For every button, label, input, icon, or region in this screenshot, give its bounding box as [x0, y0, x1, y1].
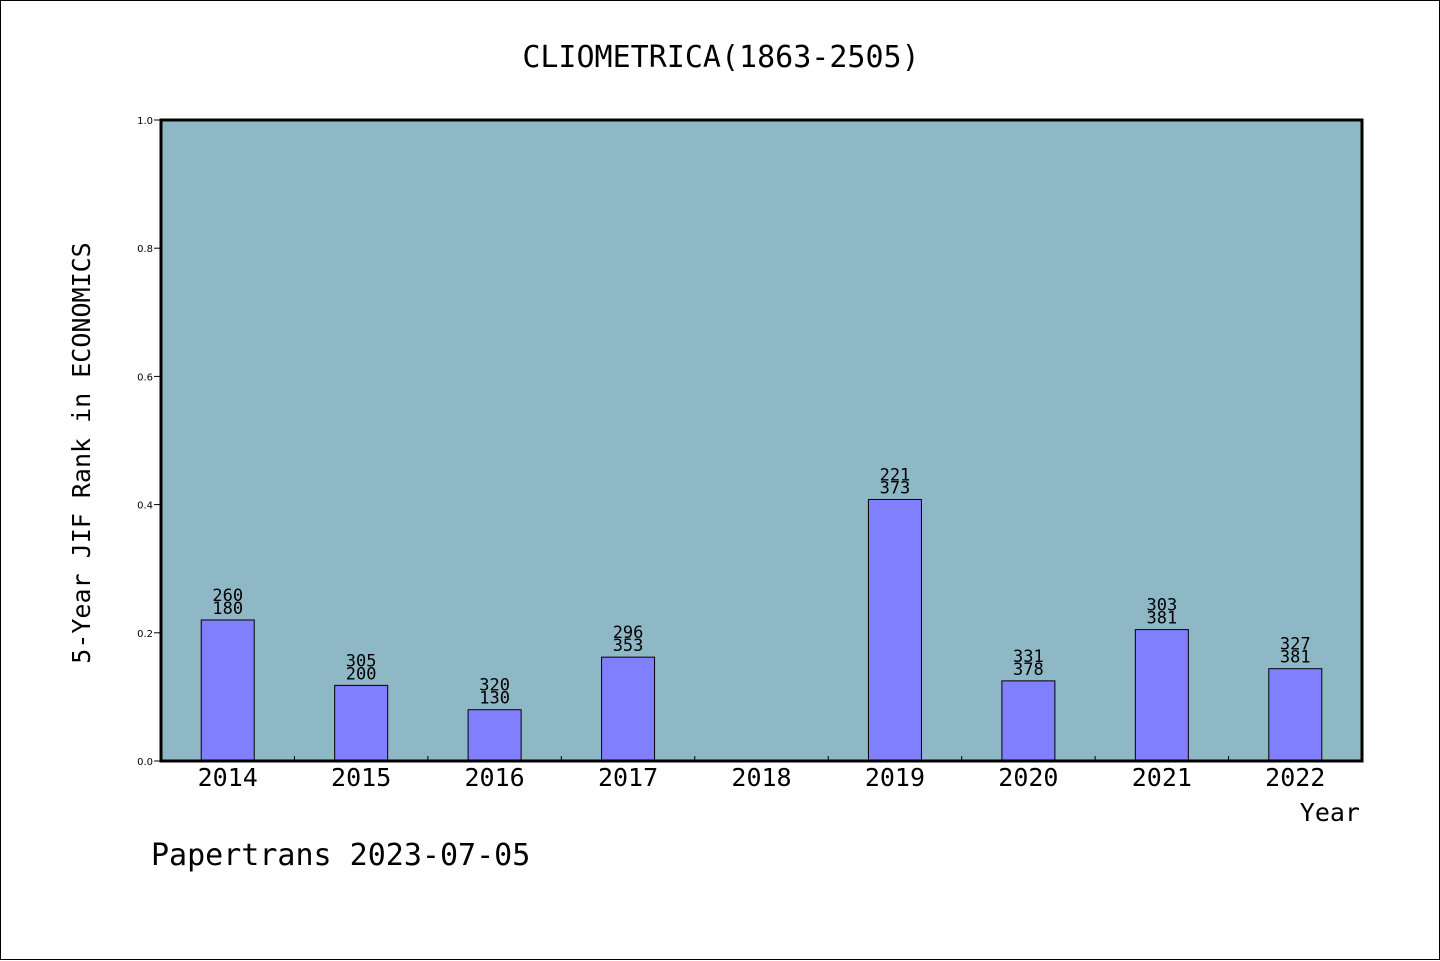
y-tick-label: 0.8 [137, 244, 153, 255]
bars [200, 498, 1323, 762]
bar-label-top: 260 [212, 586, 243, 606]
y-tick-label: 0.0 [137, 757, 153, 768]
x-axis-label: Year [1300, 798, 1360, 827]
bar-2020 [1001, 680, 1056, 762]
bar-label-bottom: 378 [1013, 660, 1044, 680]
plot-border [159, 118, 1364, 763]
bar-2019 [867, 498, 922, 762]
bar-2021 [1134, 629, 1189, 762]
bar-label-bottom: 180 [212, 599, 243, 619]
bar-label-bottom: 373 [880, 478, 911, 498]
x-tick-label: 2021 [1132, 763, 1192, 792]
bar-label-bottom: 200 [346, 664, 377, 684]
bar-2017 [601, 656, 656, 762]
x-tick-label: 2014 [198, 763, 258, 792]
bar-label-bottom: 381 [1280, 648, 1311, 668]
y-tick-label: 0.6 [137, 372, 153, 383]
x-tick-label: 2018 [731, 763, 791, 792]
footer-text: Papertrans 2023-07-05 [151, 838, 530, 873]
y-tick-label: 1.0 [137, 116, 153, 127]
y-tick-label: 0.2 [137, 629, 153, 640]
x-tick-label: 2017 [598, 763, 658, 792]
y-axis-ticks: 0.0 0.2 0.4 0.6 0.8 1.0 [137, 116, 161, 768]
bar-label-top: 327 [1280, 635, 1311, 655]
x-tick-label: 2020 [998, 763, 1058, 792]
x-axis-ticks: 2014 2015 2016 2017 2018 2019 2020 2021 2022 [198, 756, 1325, 792]
bar-label-top: 305 [346, 651, 377, 671]
bar-label-top: 303 [1146, 596, 1177, 616]
x-tick-label: 2019 [865, 763, 925, 792]
x-tick-label: 2016 [465, 763, 525, 792]
y-tick-label: 0.4 [137, 501, 153, 512]
bar-label-bottom: 381 [1146, 609, 1177, 629]
bar-label-bottom: 353 [613, 636, 644, 656]
bar-2022 [1268, 668, 1323, 762]
bar-label-top: 221 [880, 465, 911, 485]
bar-label-top: 296 [613, 623, 644, 643]
x-tick-label: 2022 [1265, 763, 1325, 792]
bar-label-top: 320 [479, 676, 510, 696]
x-tick-label: 2015 [331, 763, 391, 792]
bar-label-top: 331 [1013, 647, 1044, 667]
bar-2015 [334, 684, 389, 762]
data-labels: 2601803052003201302963532213733313783033… [212, 465, 1310, 708]
y-axis-label: 5-Year JIF Rank in ECONOMICS [67, 242, 96, 663]
bar-2016 [467, 709, 522, 762]
chart-title: CLIOMETRICA(1863-2505) [522, 40, 919, 75]
bar-2014 [200, 619, 255, 762]
bar-label-bottom: 130 [479, 689, 510, 709]
